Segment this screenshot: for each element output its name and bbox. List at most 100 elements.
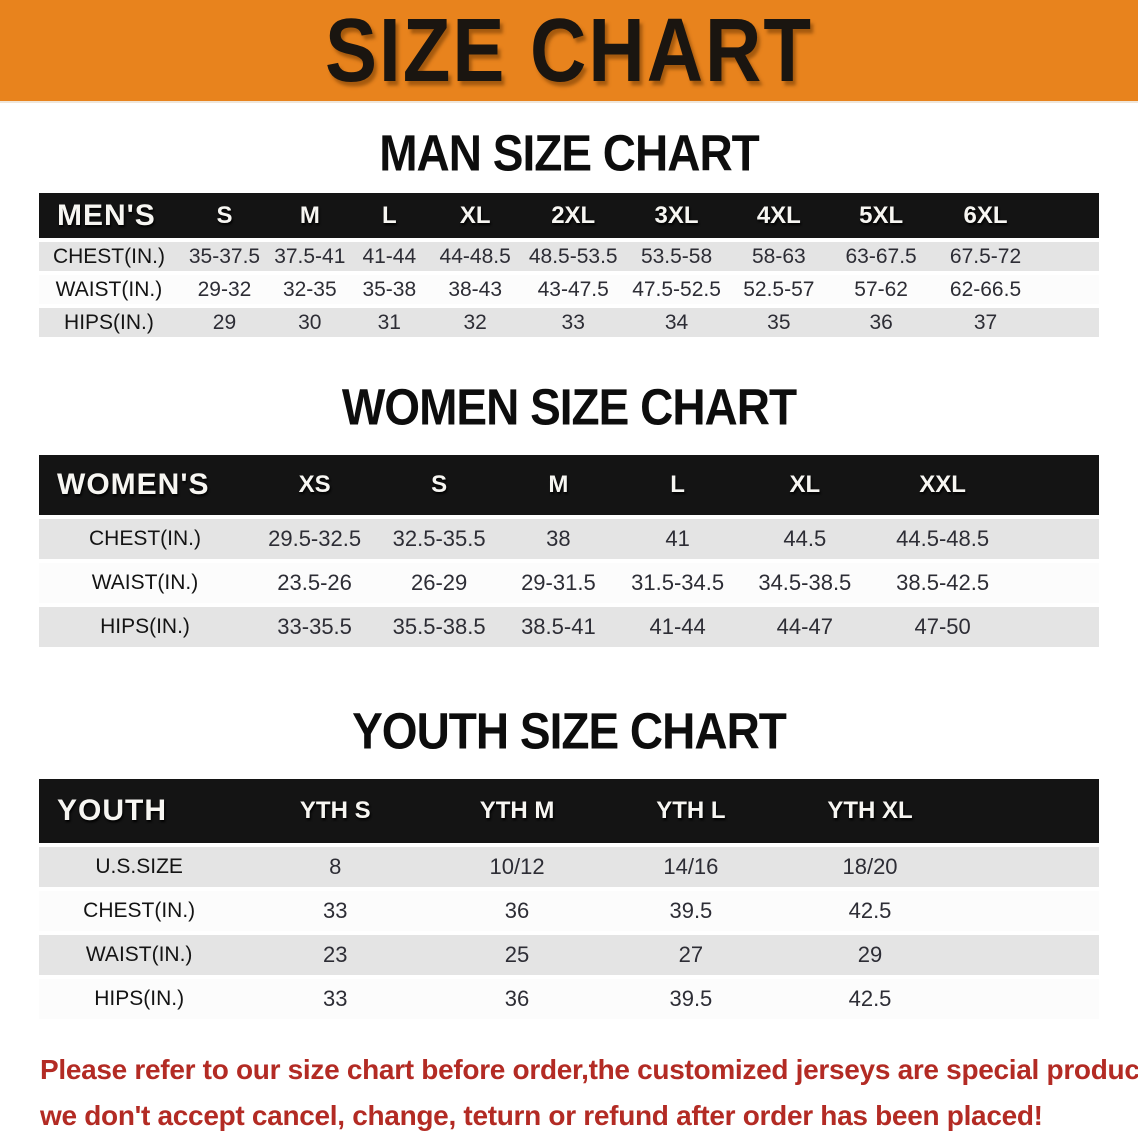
size-value-cell: 31.5-34.5	[616, 563, 739, 603]
spacer-cell	[961, 979, 1099, 1019]
size-column-header: S	[378, 455, 501, 515]
spacer-cell	[1014, 455, 1099, 515]
size-section: MAN SIZE CHART MEN'S S M L XL 2XL 3XL 4XL 5XL 6X…	[0, 124, 1138, 341]
size-column-header: YTH S	[239, 779, 432, 843]
footer-note-line2: we don't accept cancel, change, teturn o…	[40, 1100, 1043, 1131]
size-value-cell: 43-47.5	[521, 275, 626, 304]
size-value-cell: 29	[778, 935, 962, 975]
measurement-label: HIPS(IN.)	[39, 607, 251, 647]
size-sections: MAN SIZE CHART MEN'S S M L XL 2XL 3XL 4XL 5XL 6X…	[0, 124, 1138, 1023]
size-value-cell: 39.5	[602, 979, 779, 1019]
size-value-cell: 18/20	[778, 847, 962, 887]
size-value-cell: 35.5-38.5	[378, 607, 501, 647]
size-column-header: M	[500, 455, 617, 515]
size-table: MEN'S S M L XL 2XL 3XL 4XL 5XL 6XL CHEST(IN.) 35-…	[39, 189, 1099, 341]
spacer-cell	[961, 891, 1099, 931]
size-value-cell: 36	[431, 979, 603, 1019]
size-value-cell: 57-62	[829, 275, 933, 304]
size-column-header: S	[178, 193, 271, 238]
table-row: U.S.SIZE 8 10/12 14/16 18/20	[39, 847, 1099, 887]
size-value-cell: 29-32	[178, 275, 271, 304]
size-value-cell: 63-67.5	[829, 242, 933, 271]
spacer-cell	[1038, 275, 1099, 304]
spacer-cell	[961, 847, 1099, 887]
size-value-cell: 34	[625, 308, 728, 337]
size-value-cell: 35	[727, 308, 830, 337]
section-heading: YOUTH SIZE CHART	[352, 702, 787, 760]
table-group-label: YOUTH	[39, 779, 240, 843]
size-value-cell: 33	[239, 979, 432, 1019]
size-column-header: L	[349, 193, 430, 238]
table-group-label: WOMEN'S	[39, 455, 251, 515]
measurement-label: WAIST(IN.)	[39, 275, 179, 304]
size-value-cell: 35-38	[349, 275, 430, 304]
size-column-header: 6XL	[932, 193, 1039, 238]
size-value-cell: 32-35	[270, 275, 350, 304]
size-value-cell: 47.5-52.5	[625, 275, 728, 304]
size-value-cell: 44-48.5	[429, 242, 522, 271]
table-header-row: YOUTH YTH S YTH M YTH L YTH XL	[39, 779, 1099, 843]
size-value-cell: 41-44	[349, 242, 430, 271]
size-section: YOUTH SIZE CHART YOUTH YTH S YTH M YTH L YT…	[0, 702, 1138, 1023]
size-column-header: XS	[251, 455, 379, 515]
table-group-label: MEN'S	[39, 193, 179, 238]
size-value-cell: 23	[239, 935, 432, 975]
measurement-label: HIPS(IN.)	[39, 308, 179, 337]
size-value-cell: 36	[829, 308, 933, 337]
size-value-cell: 38-43	[429, 275, 522, 304]
table-row: CHEST(IN.) 33 36 39.5 42.5	[39, 891, 1099, 931]
size-value-cell: 42.5	[778, 891, 962, 931]
measurement-label: U.S.SIZE	[39, 847, 240, 887]
spacer-cell	[1014, 519, 1099, 559]
measurement-label: CHEST(IN.)	[39, 242, 179, 271]
table-row: WAIST(IN.) 29-32 32-35 35-38 38-43 43-47.5 47.…	[39, 275, 1099, 304]
size-column-header: XL	[738, 455, 872, 515]
size-table: WOMEN'S XS S M L XL XXL CHEST(IN.) 29.5-32.5 32…	[39, 451, 1099, 651]
size-value-cell: 41	[616, 519, 739, 559]
size-column-header: M	[270, 193, 350, 238]
size-value-cell: 33-35.5	[251, 607, 379, 647]
size-value-cell: 37.5-41	[270, 242, 350, 271]
size-section: WOMEN SIZE CHART WOMEN'S XS S M L XL XXL CHES…	[0, 378, 1138, 651]
size-value-cell: 67.5-72	[932, 242, 1039, 271]
size-value-cell: 26-29	[378, 563, 501, 603]
size-value-cell: 33	[521, 308, 626, 337]
size-value-cell: 44.5	[738, 519, 872, 559]
size-value-cell: 41-44	[616, 607, 739, 647]
size-column-header: YTH XL	[778, 779, 962, 843]
size-value-cell: 58-63	[727, 242, 830, 271]
size-value-cell: 44.5-48.5	[871, 519, 1015, 559]
size-value-cell: 37	[932, 308, 1039, 337]
size-value-cell: 25	[431, 935, 603, 975]
size-value-cell: 53.5-58	[625, 242, 728, 271]
size-value-cell: 48.5-53.5	[521, 242, 626, 271]
section-heading: MAN SIZE CHART	[379, 124, 760, 182]
content: MAN SIZE CHART MEN'S S M L XL 2XL 3XL 4XL 5XL 6X…	[0, 124, 1138, 1139]
size-value-cell: 35-37.5	[178, 242, 271, 271]
size-column-header: YTH L	[602, 779, 779, 843]
size-column-header: XXL	[871, 455, 1015, 515]
size-value-cell: 32.5-35.5	[378, 519, 501, 559]
size-value-cell: 8	[239, 847, 432, 887]
size-value-cell: 62-66.5	[932, 275, 1039, 304]
table-row: HIPS(IN.) 29 30 31 32 33 34 35 36 37	[39, 308, 1099, 337]
measurement-label: WAIST(IN.)	[39, 563, 251, 603]
size-value-cell: 31	[349, 308, 430, 337]
size-value-cell: 23.5-26	[251, 563, 379, 603]
size-table: YOUTH YTH S YTH M YTH L YTH XL U.S.SIZE 8 10/…	[39, 775, 1099, 1023]
page-title: SIZE CHART	[325, 0, 813, 101]
size-value-cell: 27	[602, 935, 779, 975]
section-heading: WOMEN SIZE CHART	[341, 378, 797, 436]
size-value-cell: 36	[431, 891, 603, 931]
table-header-row: MEN'S S M L XL 2XL 3XL 4XL 5XL 6XL	[39, 193, 1099, 238]
table-row: CHEST(IN.) 29.5-32.5 32.5-35.5 38 41 44.5 44.5…	[39, 519, 1099, 559]
size-value-cell: 38	[500, 519, 617, 559]
size-value-cell: 38.5-41	[500, 607, 617, 647]
size-value-cell: 14/16	[602, 847, 779, 887]
size-value-cell: 33	[239, 891, 432, 931]
size-column-header: 3XL	[625, 193, 728, 238]
table-header-row: WOMEN'S XS S M L XL XXL	[39, 455, 1099, 515]
size-column-header: 5XL	[829, 193, 933, 238]
measurement-label: WAIST(IN.)	[39, 935, 240, 975]
footer-note: Please refer to our size chart before or…	[40, 1047, 1138, 1139]
